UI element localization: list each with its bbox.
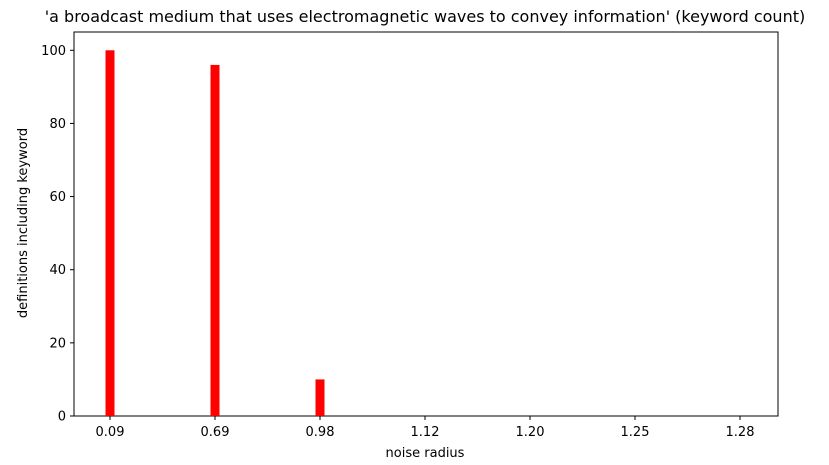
y-tick-label: 60	[49, 190, 66, 205]
bar	[315, 379, 325, 416]
x-tick-label: 1.12	[411, 425, 440, 440]
x-tick-label: 1.28	[726, 425, 755, 440]
x-tick-label: 0.09	[96, 425, 125, 440]
plot-frame	[73, 31, 779, 417]
x-tick-label: 0.98	[306, 425, 335, 440]
y-tick-label: 80	[49, 117, 66, 132]
x-axis: 0.09 0.69 0.98 1.12 1.20 1.25 1.28	[96, 416, 755, 440]
y-axis: 0 20 40 60 80 100	[41, 44, 74, 425]
x-axis-label: noise radius	[386, 446, 465, 461]
chart-title: 'a broadcast medium that uses electromag…	[45, 7, 805, 26]
plot-area: 0 20 40 60 80 100 0.09 0.69 0.98 1.12 1.20 1.25 1.2…	[41, 31, 779, 440]
y-tick-label: 100	[41, 44, 66, 59]
bars-group	[105, 50, 325, 417]
x-tick-label: 1.25	[621, 425, 650, 440]
y-tick-label: 40	[49, 263, 66, 278]
y-tick-label: 0	[58, 410, 66, 425]
y-axis-label: definitions including keyword	[16, 128, 31, 318]
x-tick-label: 0.69	[201, 425, 230, 440]
bar	[210, 64, 220, 417]
x-tick-label: 1.20	[516, 425, 545, 440]
y-tick-label: 20	[49, 336, 66, 351]
bar	[105, 50, 115, 417]
